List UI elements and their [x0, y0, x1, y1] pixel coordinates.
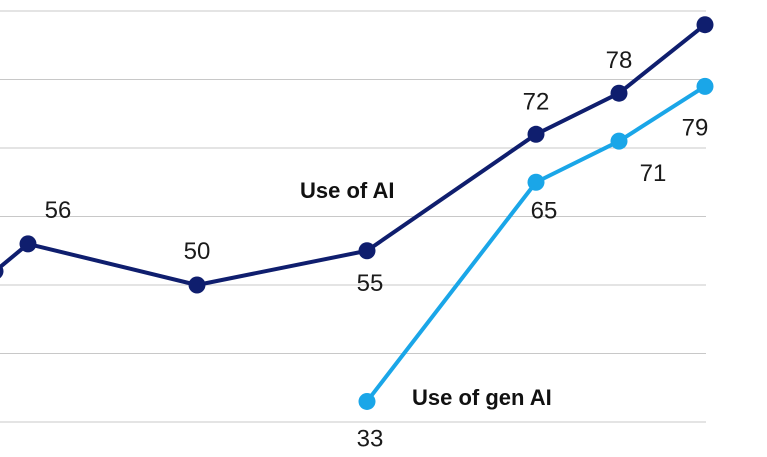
- series-line-0: [0, 23, 707, 287]
- data-point: [358, 242, 376, 260]
- data-label: 55: [357, 270, 384, 297]
- data-label: 33: [357, 425, 384, 452]
- series-label-use-of-gen-ai: Use of gen AI: [412, 385, 552, 410]
- series-line-1: [365, 84, 707, 403]
- data-point: [188, 276, 206, 294]
- data-point: [696, 77, 714, 95]
- gridlines: [0, 10, 706, 423]
- series-points: [0, 16, 714, 410]
- data-label: 72: [523, 88, 550, 115]
- data-point: [358, 392, 376, 410]
- series-lines: [0, 23, 707, 403]
- data-point: [696, 16, 714, 34]
- data-label: 79: [682, 114, 709, 141]
- data-point: [610, 84, 628, 102]
- data-point: [0, 264, 4, 279]
- data-point: [610, 132, 628, 150]
- data-label: 71: [640, 160, 667, 187]
- data-point: [19, 235, 37, 253]
- series-label-use-of-ai: Use of AI: [300, 178, 395, 203]
- data-label: 56: [45, 197, 72, 224]
- data-labels: 56 50 55 72 78 33 65 71 79: [45, 47, 709, 452]
- data-label: 65: [531, 197, 558, 224]
- data-point: [527, 125, 545, 143]
- data-point: [527, 173, 545, 191]
- data-label: 78: [606, 47, 633, 74]
- data-label: 50: [184, 238, 211, 265]
